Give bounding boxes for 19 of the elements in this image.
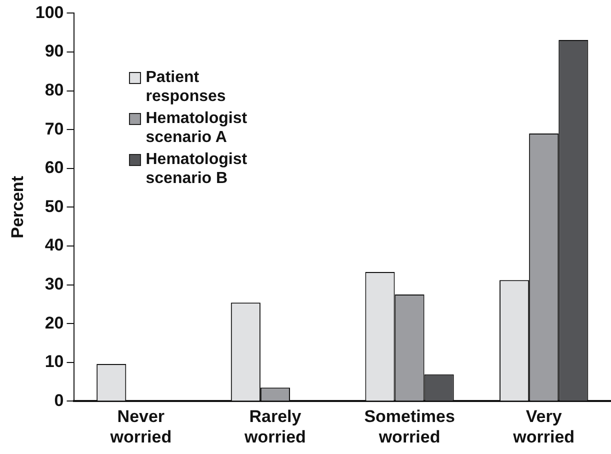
legend-label: Hematologist scenario A — [146, 109, 248, 148]
y-tick-label: 100 — [35, 2, 64, 22]
y-axis-title: Percent — [8, 176, 27, 238]
y-tick-label: 50 — [44, 196, 64, 216]
x-tick-label: Never worried — [109, 407, 172, 446]
x-tick-label: Rarely worried — [244, 407, 306, 446]
x-tick-label: Very worried — [512, 407, 575, 446]
y-tick-label: 70 — [44, 119, 64, 138]
y-tick-label: 0 — [54, 390, 64, 410]
y-tick-label: 20 — [44, 313, 64, 332]
y-tick-label: 40 — [44, 236, 64, 255]
y-tick-label: 80 — [44, 80, 64, 100]
y-tick-label: 60 — [44, 158, 64, 178]
x-tick-label: Sometimes worried — [364, 407, 455, 446]
legend-label: Patient responses — [146, 68, 227, 106]
y-tick-label: 30 — [44, 274, 64, 294]
legend-label: Hematologist scenario B — [146, 150, 248, 188]
y-tick-label: 10 — [44, 352, 64, 372]
y-tick-label: 90 — [44, 42, 64, 61]
